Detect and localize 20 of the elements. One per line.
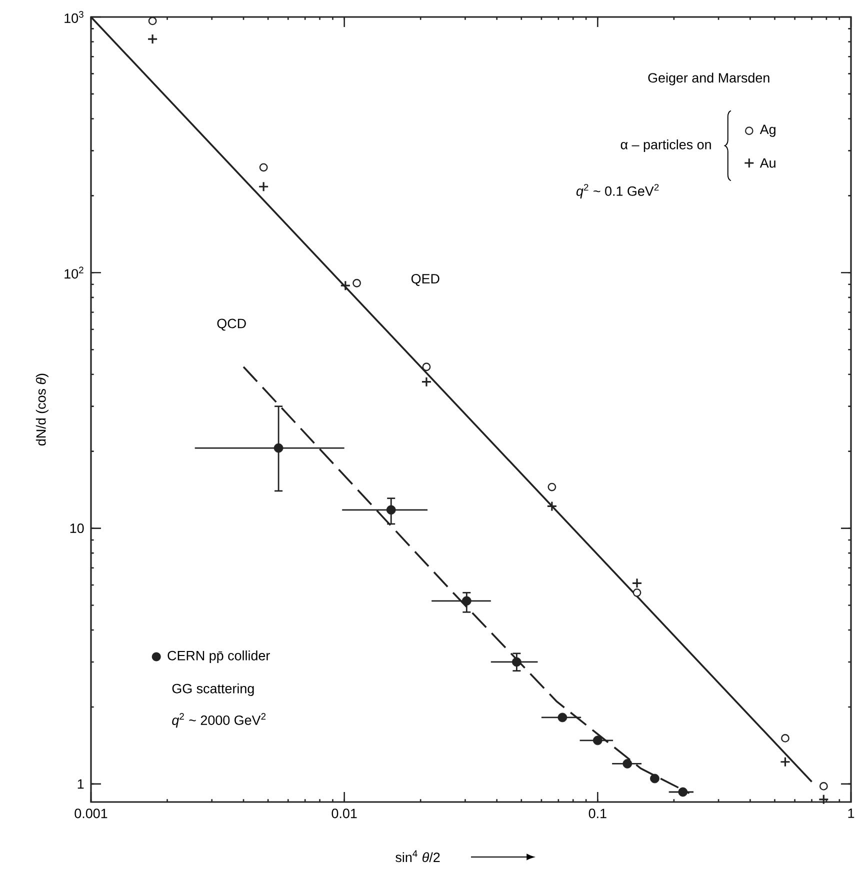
y-tick-label: 10$^{3}$ <box>64 11 84 23</box>
x-tick-label: 0.1 <box>588 808 606 818</box>
annotation: α – particles on <box>620 139 711 152</box>
y-axis-title: dN/d (cos θ) <box>36 374 48 446</box>
legend-label: Ag <box>760 124 776 137</box>
annotation: QED <box>411 274 440 286</box>
x-axis-title: sin$^{4}$ θ/2 <box>396 850 440 862</box>
annotation: QCD <box>217 318 246 331</box>
x-tick-label: 1 <box>848 808 854 818</box>
y-tick-label: 1 <box>78 779 84 789</box>
annotation: q$^{2}$ ~ 0.1 GeV$^{2}$ <box>576 184 659 199</box>
y-tick-label: 10$^{2}$ <box>64 266 84 279</box>
legend-label: CERN pp̄ collider <box>168 650 270 664</box>
annotation: Geiger and Marsden <box>648 72 770 86</box>
x-tick-label: 0.01 <box>332 808 357 818</box>
annotation: GG scattering <box>172 683 254 696</box>
annotation: q$^{2}$ ~ 2000 GeV$^{2}$ <box>172 713 266 728</box>
x-tick-label: 0.001 <box>74 808 108 818</box>
legend-label: Au <box>760 158 776 168</box>
y-tick-label: 10 <box>70 524 84 534</box>
